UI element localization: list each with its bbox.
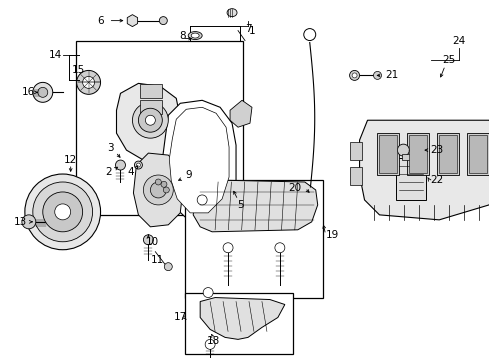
Bar — [396, 158, 426, 200]
Ellipse shape — [33, 82, 53, 102]
Bar — [141, 100, 162, 114]
Polygon shape — [193, 180, 318, 232]
Polygon shape — [162, 100, 236, 220]
Ellipse shape — [188, 32, 202, 40]
Text: 5: 5 — [237, 200, 244, 210]
Ellipse shape — [146, 115, 155, 125]
Polygon shape — [200, 298, 285, 339]
Ellipse shape — [352, 73, 357, 78]
Bar — [437, 133, 459, 175]
Text: 13: 13 — [14, 217, 27, 227]
Bar — [349, 142, 362, 160]
Ellipse shape — [373, 71, 382, 80]
Text: 8: 8 — [179, 31, 186, 41]
Ellipse shape — [138, 108, 162, 132]
Text: 24: 24 — [453, 36, 466, 46]
Ellipse shape — [22, 215, 36, 229]
Ellipse shape — [191, 33, 199, 38]
Polygon shape — [360, 120, 490, 220]
Text: 16: 16 — [22, 87, 35, 97]
Ellipse shape — [38, 87, 48, 97]
Text: 2: 2 — [105, 167, 112, 177]
Text: 4: 4 — [127, 167, 134, 177]
Text: 7: 7 — [245, 24, 251, 33]
Ellipse shape — [223, 243, 233, 253]
Bar — [377, 133, 399, 175]
Bar — [75, 41, 243, 215]
Text: 17: 17 — [173, 312, 187, 323]
Ellipse shape — [159, 17, 167, 24]
Ellipse shape — [163, 187, 169, 193]
Text: 1: 1 — [248, 26, 255, 36]
Text: 23: 23 — [431, 145, 444, 155]
Bar — [185, 180, 323, 298]
Polygon shape — [230, 100, 252, 127]
Bar — [185, 293, 293, 354]
Bar — [349, 167, 362, 185]
Text: 18: 18 — [206, 336, 220, 346]
Ellipse shape — [132, 102, 168, 138]
Polygon shape — [169, 107, 229, 213]
Text: 14: 14 — [49, 50, 62, 60]
Ellipse shape — [304, 28, 316, 41]
Text: 25: 25 — [442, 55, 456, 66]
Polygon shape — [133, 153, 183, 227]
Text: 10: 10 — [146, 237, 159, 247]
Ellipse shape — [164, 263, 172, 271]
Ellipse shape — [203, 288, 213, 298]
Text: 6: 6 — [97, 15, 104, 26]
Ellipse shape — [43, 192, 83, 232]
Bar — [407, 133, 429, 175]
Ellipse shape — [349, 71, 360, 80]
Bar — [439, 135, 457, 173]
Text: 12: 12 — [64, 155, 77, 165]
Ellipse shape — [55, 204, 71, 220]
Ellipse shape — [205, 339, 215, 349]
Ellipse shape — [144, 235, 153, 245]
Bar — [467, 133, 489, 175]
Text: 15: 15 — [72, 66, 85, 76]
Ellipse shape — [227, 9, 237, 17]
Bar — [402, 154, 420, 160]
Text: 11: 11 — [151, 255, 164, 265]
Ellipse shape — [83, 76, 95, 88]
Ellipse shape — [33, 182, 93, 242]
Ellipse shape — [197, 195, 207, 205]
Ellipse shape — [155, 179, 161, 185]
Polygon shape — [117, 84, 180, 160]
Bar — [379, 135, 397, 173]
Text: 19: 19 — [326, 230, 339, 240]
Bar — [141, 84, 162, 98]
Ellipse shape — [116, 160, 125, 170]
Ellipse shape — [136, 163, 141, 167]
Text: 22: 22 — [431, 175, 444, 185]
Ellipse shape — [397, 144, 409, 156]
Ellipse shape — [25, 174, 100, 250]
Ellipse shape — [76, 71, 100, 94]
Ellipse shape — [161, 181, 167, 187]
Bar — [469, 135, 487, 173]
Text: 3: 3 — [107, 143, 114, 153]
Text: 21: 21 — [385, 71, 398, 80]
Ellipse shape — [275, 243, 285, 253]
Text: 9: 9 — [185, 170, 192, 180]
Ellipse shape — [150, 182, 166, 198]
Ellipse shape — [134, 161, 143, 169]
Text: 20: 20 — [288, 183, 301, 193]
Ellipse shape — [144, 175, 173, 205]
Bar — [409, 135, 427, 173]
